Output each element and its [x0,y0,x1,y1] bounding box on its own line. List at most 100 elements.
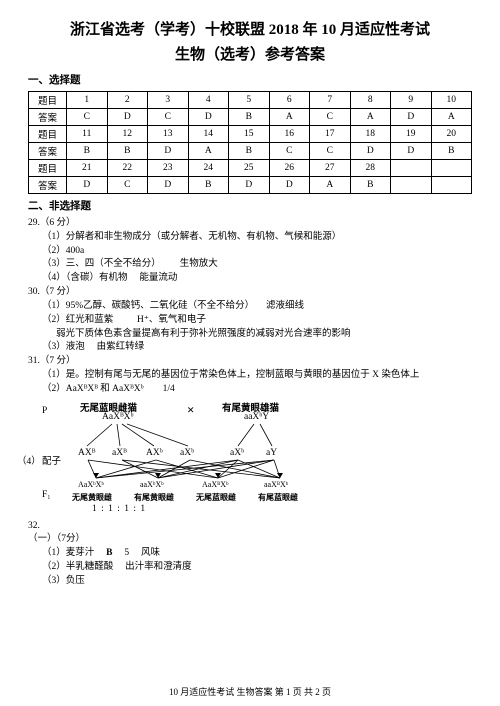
page-title-line2: 生物（选考）参考答案 [28,43,472,64]
table-cell: 15 [229,126,270,143]
q30-p2a: （2）红光和蓝紫 [42,315,113,325]
table-cell: D [148,177,189,194]
table-cell: C [107,177,148,194]
q31-head: 31.（7 分） [28,355,472,368]
q32-p3: （3）负压 [42,575,472,588]
table-cell: C [310,143,351,160]
q32-p2b: 出汁率和澄清度 [125,562,192,572]
table-cell: 22 [107,160,148,177]
q31-p1: （1）是。控制有尾与无尾的基因位于常染色体上，控制蓝眼与黄眼的基因位于 X 染色… [42,369,472,382]
table-cell: D [67,177,108,194]
table-cell: 28 [350,160,391,177]
table-cell: 7 [310,92,351,109]
q32-p1c: 5 [124,548,129,558]
table-cell: 11 [67,126,108,143]
q29-p4a: （4）（含碳）有机物 [42,273,128,283]
table-cell: A [310,177,351,194]
q30-p3a: （3）液泡 [42,342,85,352]
q30-p1a: （1）95%乙醇、碳酸钙、二氧化硅（不全不给分） [42,301,254,311]
q30-p1: （1）95%乙醇、碳酸钙、二氧化硅（不全不给分） 滤液细线 [42,300,472,313]
table-cell: 13 [148,126,189,143]
table-cell: D [229,177,270,194]
page-footer: 10 月适应性考试 生物答案 第 1 页 共 2 页 [0,685,500,698]
table-cell: B [431,143,472,160]
table-row-label: 题目 [29,92,67,109]
table-row-label: 题目 [29,126,67,143]
table-cell: 24 [188,160,229,177]
table-cell: 1 [67,92,108,109]
q30-p3b: 由紫红转绿 [97,342,145,352]
table-cell: A [431,109,472,126]
q30-p3: （3）液泡 由紫红转绿 [42,341,472,354]
table-cell: A [269,109,310,126]
table-cell: 19 [391,126,432,143]
table-cell: 27 [310,160,351,177]
q29-p2: （2）400a [42,245,472,258]
table-cell: 26 [269,160,310,177]
diagram-lines [42,398,372,518]
q32-p1: （1）麦芽汁 B 5 风味 [42,547,472,560]
diagram-q4-label: （4） [17,453,41,467]
q32-p1b: B [106,548,112,558]
table-cell: 23 [148,160,189,177]
table-cell: B [188,177,229,194]
table-cell: D [350,143,391,160]
q29-p4b: 能量流动 [139,273,177,283]
table-cell [391,177,432,194]
q32-head: 32. [28,520,472,533]
q30-head: 30.（7 分） [28,286,472,299]
table-cell: 2 [107,92,148,109]
table-cell: 10 [431,92,472,109]
q32-p2: （2）半乳糖醛酸 出汁率和澄清度 [42,561,472,574]
table-row-label: 题目 [29,160,67,177]
table-row-label: 答案 [29,177,67,194]
table-cell [431,160,472,177]
table-cell: 3 [148,92,189,109]
table-cell: 17 [310,126,351,143]
table-cell: 5 [229,92,270,109]
table-cell: 21 [67,160,108,177]
q30-p2b: H⁺、氧气和电子 [137,315,206,325]
table-cell: D [391,109,432,126]
section2-title: 二、非选择题 [28,198,472,213]
table-cell: 9 [391,92,432,109]
answer-table: 题目12345678910答案CDCDBACADA题目1112131415161… [28,91,472,194]
q32-p1a: （1）麦芽汁 [42,548,94,558]
table-cell: B [350,177,391,194]
q30-p1b: 滤液细线 [266,301,304,311]
table-cell: B [229,143,270,160]
table-cell [431,177,472,194]
table-cell: D [269,177,310,194]
table-cell: C [148,109,189,126]
table-cell: 6 [269,92,310,109]
table-cell: A [350,109,391,126]
table-cell: C [310,109,351,126]
q32-p1d: 风味 [141,548,160,558]
table-cell: D [391,143,432,160]
q29-p3b: 生物放大 [180,259,218,269]
table-cell: D [148,143,189,160]
q32-part1head: （一）（7分） [28,533,472,546]
q29-p1: （1）分解者和非生物成分（或分解者、无机物、有机物、气候和能源） [42,231,472,244]
table-cell: 8 [350,92,391,109]
table-row-label: 答案 [29,109,67,126]
q29-p3: （3）三、四（不全不给分） 生物放大 [42,258,472,271]
table-cell: D [107,109,148,126]
table-cell: D [188,109,229,126]
table-cell: 16 [269,126,310,143]
table-cell: 14 [188,126,229,143]
q31-p2b: 1/4 [163,384,175,394]
table-cell: 12 [107,126,148,143]
q29-head: 29.（6 分） [28,217,472,230]
q31-p2: （2）AaXᴮXᴮ 和 AaXᴮXᵇ 1/4 [42,383,472,396]
q31-p2a: （2）AaXᴮXᴮ 和 AaXᴮXᵇ [42,384,144,394]
table-cell: B [67,143,108,160]
table-row-label: 答案 [29,143,67,160]
table-cell: 25 [229,160,270,177]
table-cell [391,160,432,177]
q32-p2a: （2）半乳糖醛酸 [42,562,113,572]
page-title-line1: 浙江省选考（学考）十校联盟 2018 年 10 月适应性考试 [28,18,472,39]
table-cell: 4 [188,92,229,109]
table-cell: C [269,143,310,160]
table-cell: 18 [350,126,391,143]
